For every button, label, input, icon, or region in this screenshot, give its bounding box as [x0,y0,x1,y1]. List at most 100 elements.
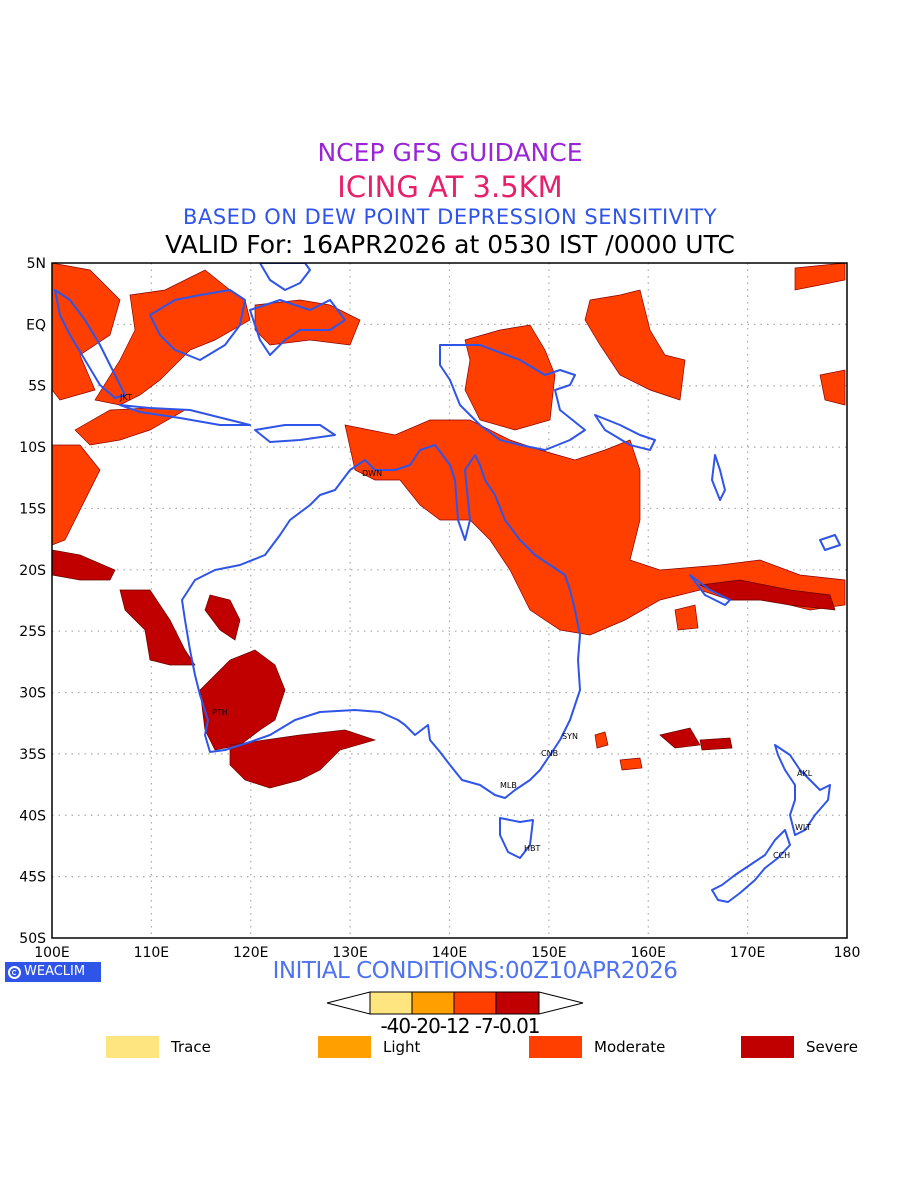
weaclim-logo-text: WEACLIM [24,964,86,979]
lat-label: 10S [19,440,46,456]
coastlines [54,263,841,903]
lon-label: 100E [34,945,70,961]
map-frame [51,262,848,939]
coastline-java [119,404,251,426]
coastline-borneo [149,289,246,361]
legend-swatch-moderate [529,1036,582,1058]
legend-moderate: Moderate [529,1036,665,1058]
colorbar-segment-light [411,991,455,1015]
coastline-solomon [594,414,656,451]
moderate-area-carpentaria [344,419,846,636]
lat-label: 25S [19,624,46,640]
lat-label: 50S [19,931,46,947]
lat-label: 20S [19,563,46,579]
title-valid-time: VALID For: 16APR2026 at 0530 IST /0000 U… [165,230,735,259]
title-model: NCEP GFS GUIDANCE [317,138,583,167]
coastline-tasmania [499,817,534,859]
legend-label-trace: Trace [171,1038,211,1056]
legend-swatch-trace [106,1036,159,1058]
lon-label: 110E [134,945,170,961]
moderate-area-tasman-1 [594,731,609,749]
lon-label: 120E [233,945,269,961]
moderate-area-tasman-3 [674,604,699,631]
severe-area-tasman-2 [699,737,733,751]
colorbar-labels: -40-20-12 -7-0.01 [380,1014,540,1038]
lon-label: 180 [834,945,861,961]
weaclim-logo-icon [8,965,21,979]
coastline-fiji [819,534,841,551]
severe-area-perth [199,649,286,751]
legend-light: Light [318,1036,420,1058]
icing-moderate-areas [52,263,846,771]
lon-label: 150E [531,945,567,961]
latitude-labels: 5N EQ 5S 10S 15S 20S 25S 30S 35S 40S 45S 50S [19,256,46,947]
moderate-area-new-guinea [464,324,556,431]
lat-label: 5N [27,256,46,272]
severe-area-west-ocean [52,549,116,581]
moderate-area-sulawesi [254,299,361,346]
colorbar-segment-severe [495,991,540,1015]
lat-label: EQ [26,317,46,333]
icing-severe-areas [52,549,836,789]
legend-severe: Severe [741,1036,858,1058]
station-label-jakarta: JKT [119,393,132,402]
lon-label: 170E [730,945,766,961]
moderate-area-java-sea [74,407,187,446]
legend-swatch-severe [741,1036,794,1058]
severe-area-west-coast [119,589,196,666]
coastline-nz-north [774,744,831,836]
legend-label-severe: Severe [806,1038,858,1056]
longitude-labels: 100E 110E 120E 130E 140E 150E 160E 170E 180 [34,945,860,961]
coastline-new-guinea [439,344,586,451]
lat-label: 45S [19,870,46,886]
legend-swatch-light [318,1036,371,1058]
colorbar-left-arrow [326,991,371,1015]
moderate-area-solomon [584,289,686,401]
colorbar-right-arrow [538,991,584,1015]
lon-label: 130E [332,945,368,961]
coastline-nz-south [711,829,791,903]
lat-label: 30S [19,686,46,702]
coastline-lesser-sunda [254,424,336,443]
coastline-sumatra [54,289,126,399]
station-label-sydney: SYN [562,732,578,741]
coastline-australia [181,444,581,799]
weaclim-logo[interactable]: WEACLIM [5,962,101,982]
station-label-wellington: WLT [795,823,811,832]
moderate-area-borneo [94,269,251,406]
coastline-philippines-south [259,263,311,291]
severe-area-tasman [659,727,701,749]
lat-label: 40S [19,808,46,824]
severe-area-coral-sea [698,579,836,611]
station-label-melbourne: MLB [500,781,517,790]
lon-label: 160E [630,945,666,961]
moderate-area-sumatra [52,263,121,401]
moderate-area-tasman-2 [619,757,643,771]
colorbar [326,991,584,1015]
station-label-auckland: AKL [797,769,813,778]
station-markers: PTH DWN SYN CNB MLB HBT AKL WLT CCH JKT [119,393,813,860]
coastline-sulawesi [249,299,346,356]
lat-label: 15S [19,501,46,517]
lon-label: 140E [432,945,468,961]
title-method: BASED ON DEW POINT DEPRESSION SENSITIVIT… [183,205,717,229]
moderate-area-indian-ocean [52,444,101,546]
initial-conditions: INITIAL CONDITIONS:00Z10APR2026 [272,958,678,984]
legend-label-moderate: Moderate [594,1038,666,1056]
legend-trace: Trace [106,1036,211,1058]
severe-area-bight [229,729,377,789]
lat-label: 5S [28,379,46,395]
colorbar-segment-trace [369,991,413,1015]
moderate-area-east [819,369,846,406]
station-label-hobart: HBT [524,844,541,853]
coastline-vanuatu [711,454,726,501]
lat-label: 35S [19,747,46,763]
moderate-area-coral-sea [794,263,846,291]
legend-label-light: Light [383,1038,421,1056]
station-label-canberra: CNB [541,749,558,758]
station-label-christchurch: CCH [773,851,790,860]
severe-area-goldfields [204,594,241,641]
station-label-darwin: DWN [362,469,382,478]
title-product: ICING AT 3.5KM [337,170,563,204]
